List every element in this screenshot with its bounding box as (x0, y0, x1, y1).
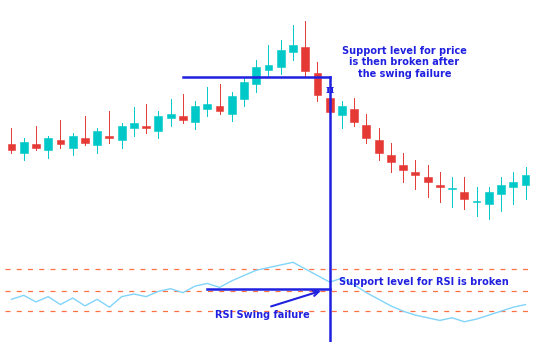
Bar (387, 155, 395, 162)
Bar (424, 177, 432, 182)
Bar (289, 45, 297, 52)
Bar (228, 96, 236, 114)
Bar (362, 125, 371, 138)
Bar (265, 65, 272, 69)
Bar (105, 136, 113, 138)
Bar (252, 67, 260, 84)
Bar (436, 185, 444, 187)
Bar (411, 172, 419, 175)
Text: RSI Swing failure: RSI Swing failure (215, 310, 310, 320)
Bar (20, 142, 27, 153)
Bar (301, 48, 309, 71)
Bar (32, 144, 40, 148)
Bar (338, 106, 346, 115)
Bar (521, 175, 529, 185)
Bar (314, 73, 321, 95)
Bar (240, 82, 248, 99)
Bar (155, 116, 162, 131)
Text: Support level for price
is then broken after
the swing failure: Support level for price is then broken a… (342, 46, 467, 79)
Bar (277, 50, 285, 67)
Bar (166, 114, 175, 118)
Bar (130, 124, 138, 128)
Bar (93, 131, 101, 145)
Bar (142, 126, 150, 128)
Bar (81, 138, 89, 143)
Bar (510, 182, 517, 187)
Text: π: π (325, 84, 334, 95)
Bar (350, 109, 358, 122)
Bar (460, 192, 468, 199)
Bar (56, 140, 64, 144)
Bar (448, 188, 456, 189)
Bar (216, 106, 223, 111)
Bar (375, 140, 382, 153)
Bar (69, 136, 77, 148)
Bar (326, 98, 333, 112)
Bar (44, 138, 52, 150)
Bar (204, 104, 211, 109)
Bar (191, 106, 199, 122)
Bar (8, 144, 16, 150)
Bar (179, 116, 187, 120)
Text: Support level for RSI is broken: Support level for RSI is broken (339, 277, 509, 287)
Bar (497, 185, 505, 194)
Bar (485, 192, 493, 204)
Bar (399, 165, 407, 170)
Bar (118, 126, 126, 140)
